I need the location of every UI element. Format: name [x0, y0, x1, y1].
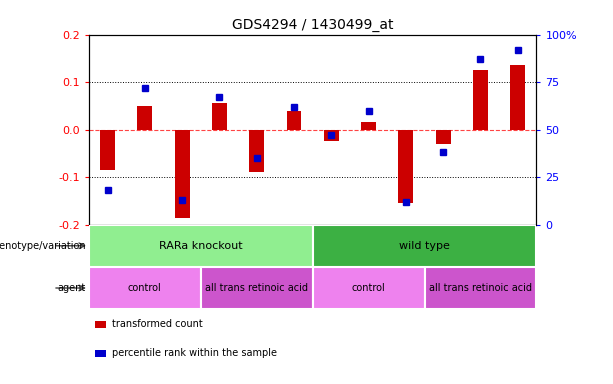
Text: transformed count: transformed count — [112, 319, 203, 329]
Text: control: control — [128, 283, 162, 293]
Bar — [286, 111, 302, 130]
Text: percentile rank within the sample: percentile rank within the sample — [112, 348, 277, 358]
Bar — [313, 267, 424, 309]
Bar — [424, 267, 536, 309]
Bar — [89, 225, 313, 267]
Text: agent: agent — [58, 283, 86, 293]
Bar — [324, 130, 339, 141]
Text: all trans retinoic acid: all trans retinoic acid — [429, 283, 532, 293]
Bar — [436, 130, 451, 144]
Bar — [212, 103, 227, 130]
Text: all trans retinoic acid: all trans retinoic acid — [205, 283, 308, 293]
Title: GDS4294 / 1430499_at: GDS4294 / 1430499_at — [232, 18, 394, 32]
Bar — [249, 130, 264, 172]
Bar — [89, 267, 201, 309]
Bar — [137, 106, 152, 130]
Bar — [175, 130, 189, 217]
Bar — [201, 267, 313, 309]
Bar — [510, 65, 525, 130]
Bar — [361, 122, 376, 130]
Text: wild type: wild type — [399, 241, 450, 251]
Bar — [398, 130, 413, 203]
Bar — [473, 70, 488, 130]
Bar — [313, 225, 536, 267]
Bar — [100, 130, 115, 170]
Text: RARa knockout: RARa knockout — [159, 241, 243, 251]
Text: genotype/variation: genotype/variation — [0, 241, 86, 251]
Text: control: control — [352, 283, 386, 293]
